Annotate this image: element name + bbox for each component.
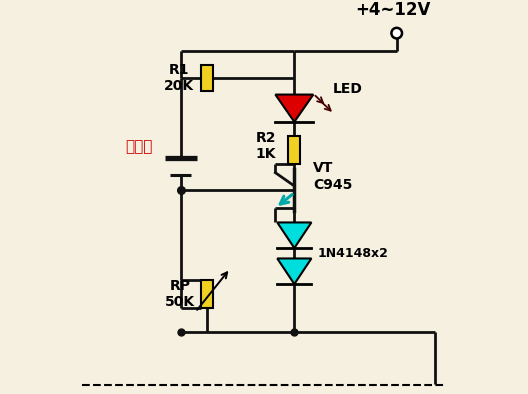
Polygon shape — [276, 95, 313, 122]
Text: R2
1K: R2 1K — [256, 131, 276, 161]
Polygon shape — [277, 258, 312, 284]
Text: LED: LED — [332, 82, 362, 96]
Bar — [201, 65, 213, 91]
Text: RP
50K: RP 50K — [165, 279, 195, 309]
Polygon shape — [277, 223, 312, 248]
Text: R1
20K: R1 20K — [164, 63, 194, 93]
Bar — [288, 136, 300, 164]
Text: 蓄电池: 蓄电池 — [125, 139, 153, 154]
Text: VT
C945: VT C945 — [313, 162, 353, 191]
Circle shape — [391, 28, 402, 39]
Text: +4~12V: +4~12V — [355, 1, 431, 19]
Bar — [201, 280, 213, 308]
Text: 1N4148x2: 1N4148x2 — [317, 247, 388, 260]
